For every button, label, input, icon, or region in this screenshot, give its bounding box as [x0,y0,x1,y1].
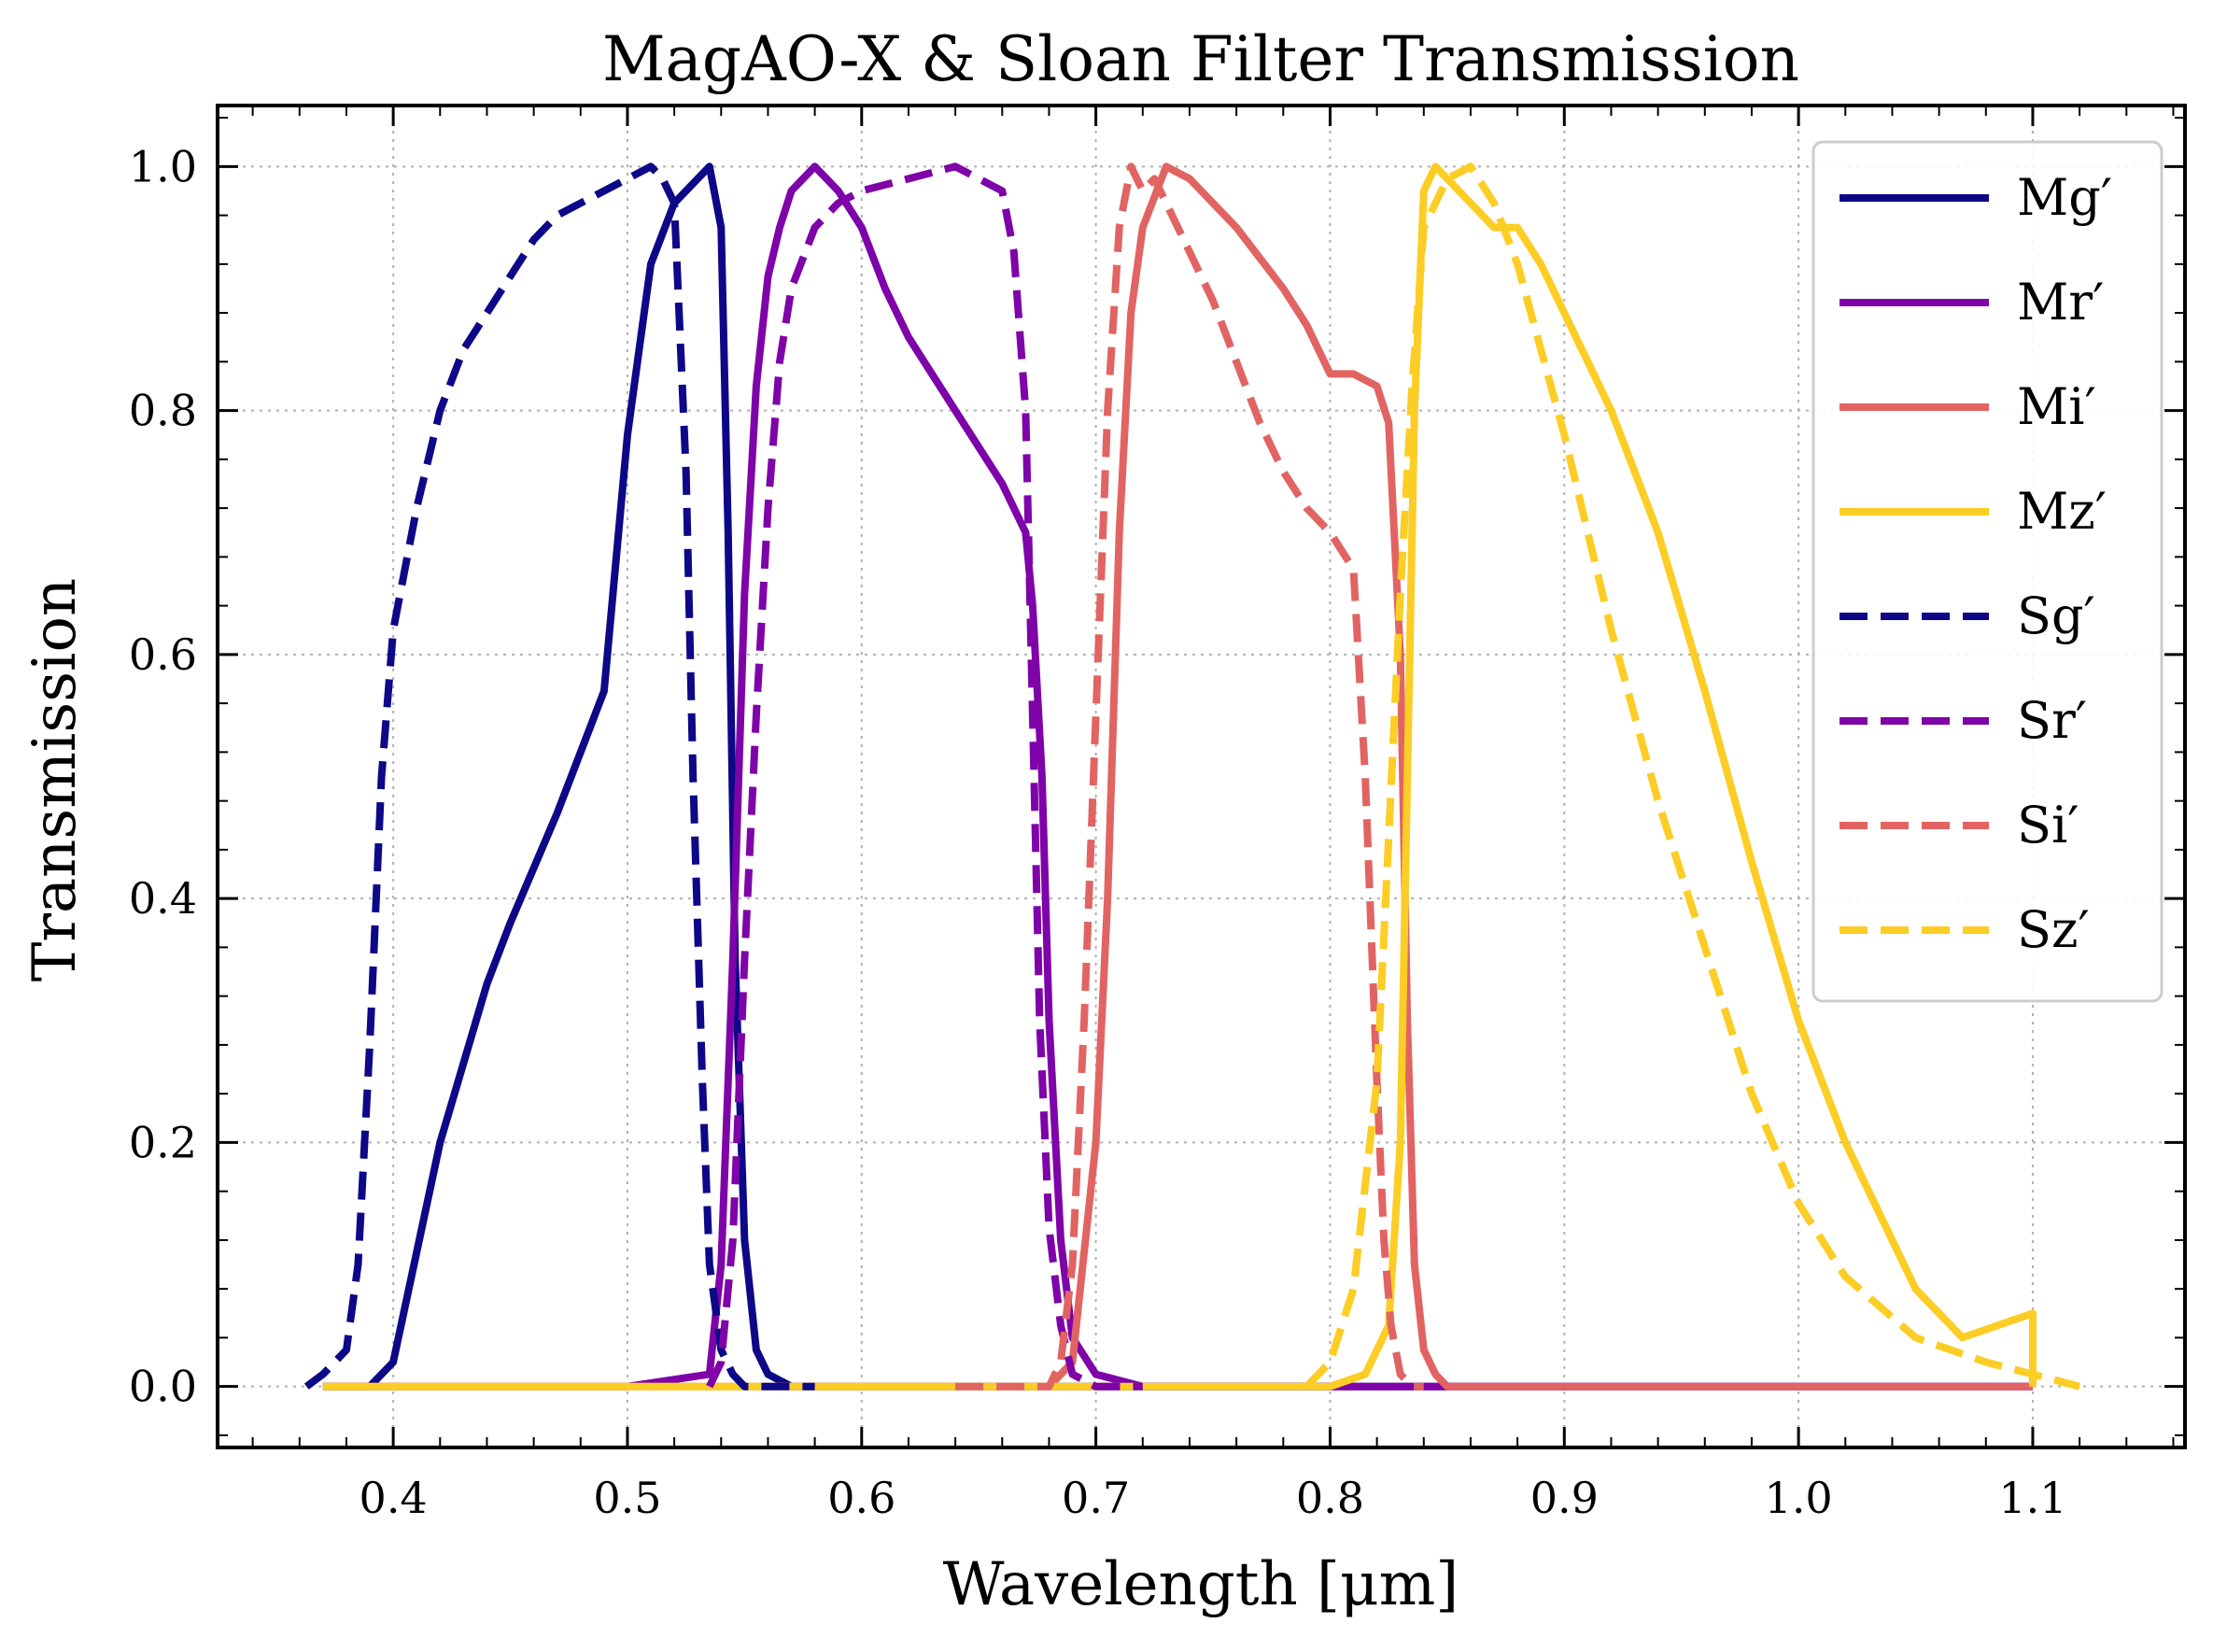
series-line-3 [322,162,2033,1391]
series-layer [303,162,2081,1391]
legend: Mg′ Mr′ Mi′ Mz′ Sg′ Sr′ Si′ Sz′ [1811,140,2164,1003]
series-line-6 [706,162,1143,1391]
chart-title: MagAO-X & Sloan Filter Transmission [602,23,1799,95]
legend-label: Mi′ [2017,377,2096,436]
legend-label: Mr′ [2017,273,2104,332]
y-tick-label: 0.6 [129,629,197,680]
plot-frame [216,104,2187,1449]
series-line-5 [303,162,815,1391]
y-tick-label: 0.8 [129,386,197,436]
x-tick-label: 0.6 [827,1473,895,1523]
x-tick-label: 0.8 [1296,1473,1364,1523]
legend-label: Mg′ [2017,168,2112,227]
y-axis-title: Transmission [21,578,90,982]
y-tick-label: 1.0 [129,141,197,191]
legend-label: Sg′ [2017,586,2095,645]
axes-layer: 0.4 0.5 0.6 0.7 0.8 0.9 1.0 1.1 0.0 0.2 0.4 0.6 0.8 1… [129,104,2187,1523]
y-tick-label: 0.2 [129,1117,197,1167]
x-tick-label: 0.4 [359,1473,428,1523]
x-tick-label: 0.7 [1062,1473,1130,1523]
legend-label: Sz′ [2017,900,2090,959]
series-line-8 [1304,162,2081,1391]
y-tick-label: 0.0 [129,1362,197,1412]
x-tick-label: 1.1 [1998,1473,2066,1523]
legend-label: Sr′ [2017,691,2087,750]
legend-label: Mz′ [2017,482,2107,541]
legend-box [1811,140,2164,1003]
x-axis-title: Wavelength [μm] [943,1550,1459,1619]
x-tick-label: 0.9 [1530,1473,1599,1523]
legend-label: Si′ [2017,796,2079,854]
series-line-4 [322,162,2037,1391]
series-line-2 [322,162,2033,1391]
x-tick-label: 1.0 [1765,1473,1833,1523]
y-tick-label: 0.4 [129,873,197,924]
x-tick-label: 0.5 [593,1473,661,1523]
series-line-7 [955,162,1424,1391]
series-line-1 [322,162,2033,1391]
